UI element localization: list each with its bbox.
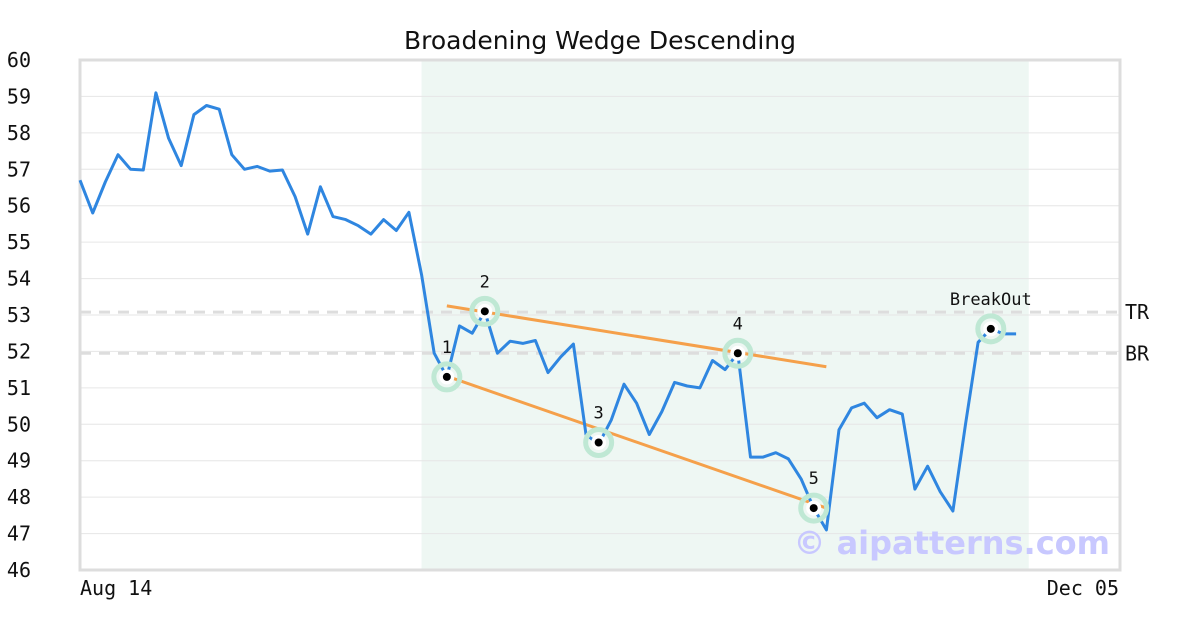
y-tick-label: 56 (7, 194, 31, 218)
y-tick-label: 46 (7, 558, 31, 582)
point-dot-2 (480, 307, 489, 316)
wedge-lines (446, 304, 827, 510)
level-label-tr: TR (1125, 300, 1150, 324)
chart-title: Broadening Wedge Descending (404, 26, 796, 55)
wedge-lower-line (446, 374, 827, 510)
y-tick-label: 59 (7, 84, 31, 108)
pattern-points: 1 2 3 4 5 BreakOut (431, 272, 1032, 524)
price-line (78, 91, 1017, 532)
point-dot-1 (442, 372, 451, 381)
y-tick-label: 52 (7, 339, 31, 363)
point-halo-breakout (975, 313, 1007, 345)
level-label-br: BR (1125, 341, 1150, 365)
watermark: © aipatterns.com (793, 524, 1110, 562)
y-tick-label: 60 (7, 48, 31, 72)
y-tick-label: 57 (7, 157, 31, 181)
point-dot-breakout (986, 324, 995, 333)
point-dot-3 (594, 438, 603, 447)
point-halo-1 (431, 361, 463, 393)
point-label-1: 1 (442, 338, 452, 358)
x-tick-start: Aug 14 (80, 576, 152, 600)
point-halo-4 (722, 337, 754, 369)
x-tick-end: Dec 05 (1047, 576, 1119, 600)
level-lines: TR BR (80, 300, 1150, 365)
y-tick-label: 48 (7, 485, 31, 509)
point-halo-3 (583, 427, 615, 458)
y-tick-label: 51 (7, 376, 31, 400)
point-label-2: 2 (480, 272, 490, 292)
y-tick-label: 58 (7, 121, 31, 145)
point-label-3: 3 (594, 404, 604, 424)
wedge-upper-line (446, 304, 827, 369)
point-dot-5 (809, 504, 818, 513)
y-tick-label: 55 (7, 230, 31, 254)
y-tick-label: 54 (7, 267, 31, 291)
point-label-4: 4 (733, 314, 743, 334)
point-halo-2 (469, 295, 501, 327)
point-dot-4 (733, 349, 742, 358)
point-label-breakout: BreakOut (950, 290, 1032, 310)
y-tick-label: 50 (7, 412, 31, 436)
y-tick-label: 47 (7, 522, 31, 546)
point-label-5: 5 (809, 469, 819, 489)
y-tick-label: 53 (7, 303, 31, 327)
price-series (78, 91, 1017, 532)
point-halo-5 (798, 492, 830, 524)
gridlines (81, 95, 1119, 535)
y-tick-label: 49 (7, 449, 31, 473)
y-axis-ticks: 46 47 48 49 50 51 52 53 54 55 56 57 58 59 60 (7, 48, 31, 582)
